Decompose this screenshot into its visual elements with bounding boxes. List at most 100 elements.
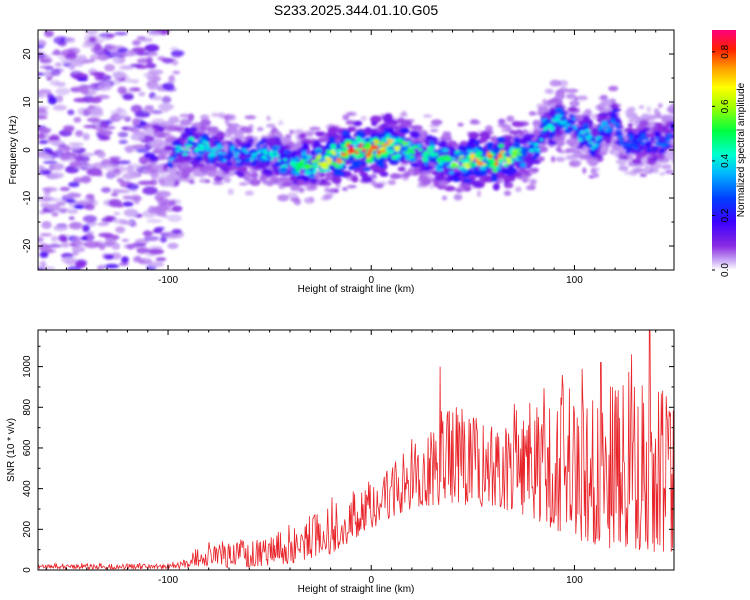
heatmap-cell: [582, 115, 590, 122]
snr-x-ticks: -100 0 100: [45, 330, 657, 586]
heatmap-cell: [113, 211, 121, 216]
heatmap-cell: [638, 137, 643, 140]
heatmap-cell: [418, 133, 426, 140]
heatmap-cell: [208, 156, 214, 161]
heatmap-cell: [228, 114, 236, 121]
heatmap-cell: [445, 156, 451, 160]
heatmap-cell: [223, 176, 231, 183]
heatmap-cell: [253, 155, 257, 160]
heatmap-cell: [210, 149, 215, 152]
heatmap-cell: [218, 154, 223, 159]
heatmap-cell: [278, 177, 290, 182]
heatmap-cell: [130, 133, 145, 141]
heatmap-cell: [138, 91, 146, 97]
colorbar-gradient: [712, 30, 736, 270]
heatmap-cell: [160, 236, 167, 243]
heatmap-cell: [479, 162, 483, 166]
heatmap-cell: [73, 176, 85, 183]
heatmap-cell: [68, 216, 75, 221]
heatmap-cell: [92, 162, 106, 170]
heatmap-cell: [400, 127, 410, 134]
heatmap-cell: [374, 145, 379, 150]
heatmap-cell: [585, 130, 591, 133]
heatmap-cell: [617, 129, 621, 133]
heatmap-cell: [155, 209, 167, 217]
heatmap-cell: [71, 251, 79, 256]
heatmap-cell: [650, 136, 655, 142]
heatmap-cell: [155, 190, 171, 198]
heatmap-cell: [167, 162, 173, 167]
heatmap-cell: [148, 248, 164, 255]
heatmap-cell: [565, 148, 573, 154]
heatmap-cell: [639, 105, 645, 109]
heatmap-cell: [149, 245, 163, 250]
heatmap-cell: [61, 256, 77, 264]
heatmap-cell: [97, 222, 109, 226]
heatmap-cell: [83, 124, 97, 129]
heatmap-cell: [458, 155, 465, 158]
snr-y-ticks: 0 200 400 600 800 1000: [22, 345, 674, 573]
heatmap-cell: [457, 122, 464, 127]
heatmap-cell: [132, 39, 141, 46]
heatmap-cell: [330, 143, 337, 149]
heatmap-cell: [381, 153, 389, 158]
heatmap-cell: [125, 145, 133, 154]
heatmap-cell: [547, 132, 555, 137]
heatmap-cell: [345, 111, 353, 116]
heatmap-cell: [482, 162, 486, 166]
heatmap-cell: [390, 132, 398, 137]
heatmap-cell: [470, 158, 474, 161]
heatmap-cell: [96, 53, 110, 61]
heatmap-cell: [318, 153, 322, 158]
heatmap-cell: [485, 153, 492, 157]
heatmap-cell: [376, 150, 381, 153]
heatmap-cell: [184, 144, 188, 147]
heatmap-cell: [200, 119, 212, 127]
heatmap-cell: [312, 165, 320, 169]
heatmap-cell: [453, 193, 463, 201]
heatmap-cell: [287, 192, 299, 199]
heatmap-cell: [292, 180, 299, 185]
heatmap-cell: [309, 178, 318, 184]
heatmap-cell: [313, 140, 320, 147]
heatmap-cell: [659, 143, 664, 147]
heatmap-cell: [122, 93, 134, 101]
heatmap-cell: [460, 159, 465, 163]
heatmap-cell: [619, 140, 625, 143]
heatmap-cell: [429, 152, 434, 157]
heatmap-cell: [188, 113, 195, 122]
heatmap-cell: [136, 57, 153, 64]
heatmap-cell: [640, 141, 646, 146]
heatmap-cell: [212, 181, 224, 186]
heatmap-cell: [168, 135, 177, 141]
heatmap-cell: [179, 118, 192, 127]
heatmap-cell: [66, 198, 77, 204]
heatmap-cell: [473, 147, 479, 152]
heatmap-cell: [389, 173, 401, 180]
heatmap-cell: [608, 85, 619, 92]
heatmap-cell: [359, 171, 368, 177]
heatmap-cell: [655, 154, 666, 159]
heatmap-cell: [531, 167, 539, 173]
heatmap-cell: [461, 183, 471, 190]
heatmap-cell: [346, 143, 351, 147]
heatmap-cell: [539, 138, 543, 141]
heatmap-cell: [295, 197, 301, 204]
heatmap-cell: [371, 144, 374, 149]
heatmap-cell: [143, 258, 152, 263]
snr-frame: [37, 329, 675, 571]
heatmap-cell: [267, 137, 277, 144]
heatmap-cell: [123, 244, 139, 249]
x-tick-label: 100: [566, 575, 583, 586]
colorbar-tick-label: 0.0: [720, 263, 731, 277]
heatmap-cell: [101, 37, 112, 41]
heatmap-cell: [479, 169, 488, 176]
heatmap-cell: [545, 119, 551, 125]
heatmap-cell: [334, 177, 341, 185]
heatmap-cell: [278, 154, 285, 158]
heatmap-cell: [44, 70, 52, 78]
heatmap-cell: [573, 127, 578, 131]
heatmap-cell: [582, 167, 587, 174]
heatmap-cell: [278, 161, 283, 167]
heatmap-cell: [402, 141, 409, 146]
